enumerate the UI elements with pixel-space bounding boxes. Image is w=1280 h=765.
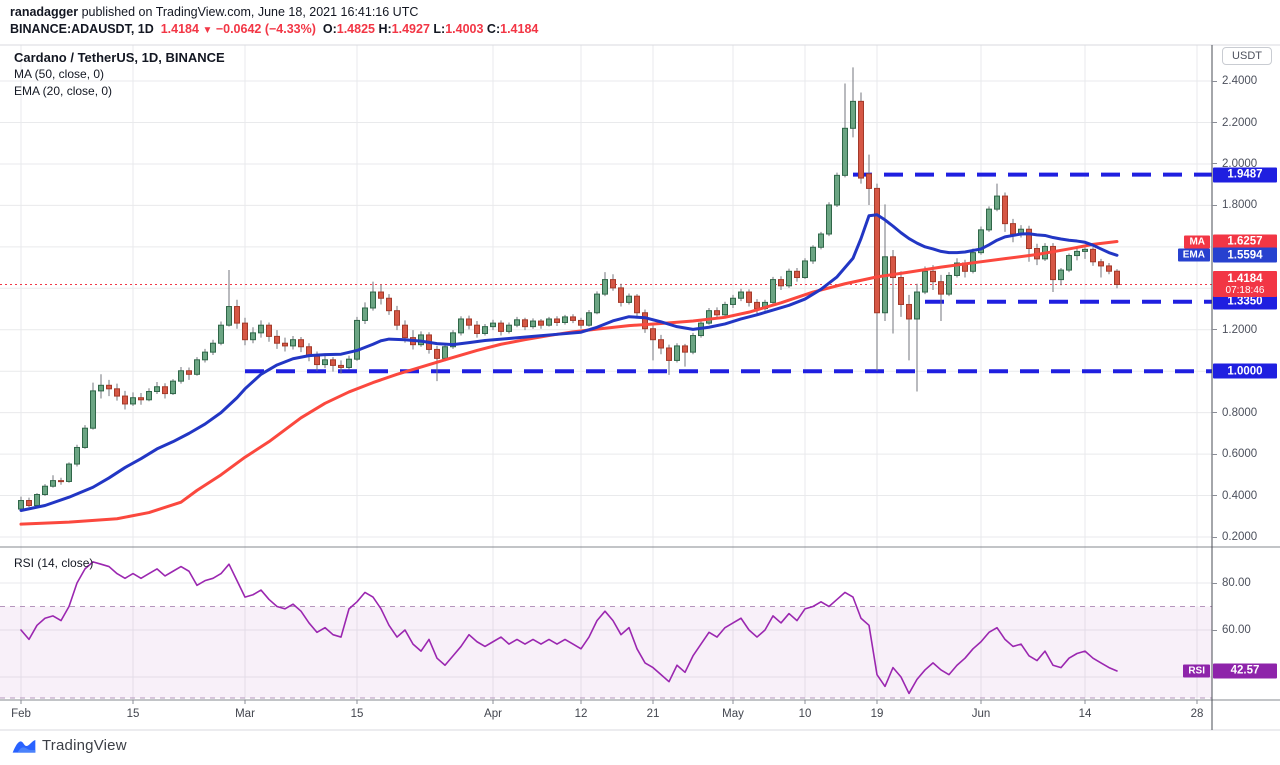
price-tick-label: 2.2000 [1222, 116, 1258, 129]
time-tick-label: Jun [971, 708, 991, 720]
close-value: 1.4184 [500, 22, 539, 36]
time-tick-label: 19 [870, 708, 884, 720]
publish-text: published on TradingView.com, June 18, 2… [78, 5, 419, 19]
rsi-legend: RSI (14, close) [14, 556, 94, 570]
symbol-status-line: BINANCE:ADAUSDT, 1D 1.4184 ▼ −0.0642 (−4… [10, 22, 538, 36]
author-name: ranadagger [10, 5, 79, 19]
price-tick-mark [1212, 453, 1217, 455]
time-tick-mark [356, 700, 358, 704]
time-tick-label: 28 [1190, 708, 1204, 720]
time-tick-mark [804, 700, 806, 704]
time-tick-label: May [722, 708, 744, 720]
time-tick-mark [580, 700, 582, 704]
open-label: O: [322, 22, 337, 36]
last-price: 1.4184 [160, 22, 199, 36]
price-tick-mark [1212, 122, 1217, 123]
price-tick-mark [1212, 204, 1217, 206]
time-tick-mark [876, 700, 878, 704]
currency-toggle-button[interactable]: USDT [1222, 47, 1272, 65]
time-tick-label: 10 [798, 708, 812, 720]
time-tick-mark [1196, 700, 1198, 704]
legend-symbol-title: Cardano / TetherUS, 1D, BINANCE [14, 50, 225, 65]
rsi-value-label: 42.57 [1213, 663, 1277, 679]
time-tick-label: 14 [1078, 708, 1092, 720]
publish-info: ranadagger published on TradingView.com,… [10, 5, 418, 19]
price-tick-mark [1212, 495, 1217, 497]
price-tick-label: 1.8000 [1222, 199, 1258, 212]
time-tick-label: 15 [350, 708, 364, 720]
price-tick-mark [1212, 80, 1217, 82]
ma-tag: MA [1184, 235, 1210, 249]
price-change: −0.0642 (−4.33%) [215, 22, 316, 36]
ma-value-label: 1.6257 [1213, 234, 1277, 250]
legend-ma-study: MA (50, close, 0) [14, 67, 105, 81]
time-tick-mark [652, 700, 654, 704]
time-tick-mark [244, 700, 246, 704]
price-tick-label: 0.2000 [1222, 531, 1258, 543]
price-tick-mark [1212, 629, 1217, 631]
level-price-label: 1.0000 [1213, 363, 1277, 379]
tradingview-logo-text: TradingView [42, 737, 127, 754]
price-chart-canvas[interactable] [0, 0, 1280, 734]
high-value: 1.4927 [391, 22, 430, 36]
time-tick-label: 21 [646, 708, 660, 720]
time-tick-label: 15 [126, 708, 140, 720]
time-tick-mark [20, 700, 22, 704]
time-tick-label: Apr [484, 708, 502, 720]
time-tick-label: Feb [11, 708, 31, 720]
price-tick-label: 2.0000 [1222, 157, 1258, 170]
legend-ema-study: EMA (20, close, 0) [14, 84, 113, 98]
symbol-name: BINANCE:ADAUSDT, 1D [10, 22, 154, 36]
price-tick-mark [1212, 582, 1217, 584]
price-down-icon: ▼ [202, 25, 213, 36]
ema-value-label: 1.5594 [1213, 247, 1277, 263]
tradingview-logo-icon [12, 739, 36, 753]
time-tick-mark [1084, 700, 1086, 704]
rsi-tag: RSI [1183, 664, 1210, 678]
price-tick-label: 0.6000 [1222, 448, 1258, 461]
time-tick-mark [132, 700, 134, 704]
price-tick-label: 1.2000 [1222, 323, 1258, 336]
low-value: 1.4003 [445, 22, 484, 36]
last-price-label: 1.4184 07:18:46 [1213, 271, 1277, 298]
time-tick-mark [980, 700, 982, 704]
price-tick-mark [1212, 163, 1217, 165]
price-tick-mark [1212, 412, 1217, 414]
time-tick-mark [492, 700, 494, 704]
time-tick-label: Mar [235, 708, 255, 720]
rsi-tick-label: 60.00 [1222, 624, 1251, 636]
tradingview-logo[interactable]: TradingView [12, 737, 127, 754]
level-price-label: 1.3350 [1213, 294, 1277, 310]
price-tick-mark [1212, 329, 1217, 331]
price-tick-label: 0.8000 [1222, 406, 1258, 419]
high-label: H: [378, 22, 392, 36]
low-label: L: [433, 22, 446, 36]
open-value: 1.4825 [336, 22, 375, 36]
time-tick-label: 12 [574, 708, 588, 720]
close-label: C: [486, 22, 501, 36]
level-price-label: 1.9487 [1213, 167, 1277, 183]
time-tick-mark [732, 700, 734, 704]
chart-legend: Cardano / TetherUS, 1D, BINANCE MA (50, … [14, 49, 225, 100]
price-tick-label: 0.4000 [1222, 489, 1258, 502]
price-tick-mark [1212, 536, 1217, 538]
rsi-tick-label: 80.00 [1222, 577, 1251, 589]
price-tick-label: 2.4000 [1222, 75, 1258, 88]
ema-tag: EMA [1177, 248, 1210, 262]
